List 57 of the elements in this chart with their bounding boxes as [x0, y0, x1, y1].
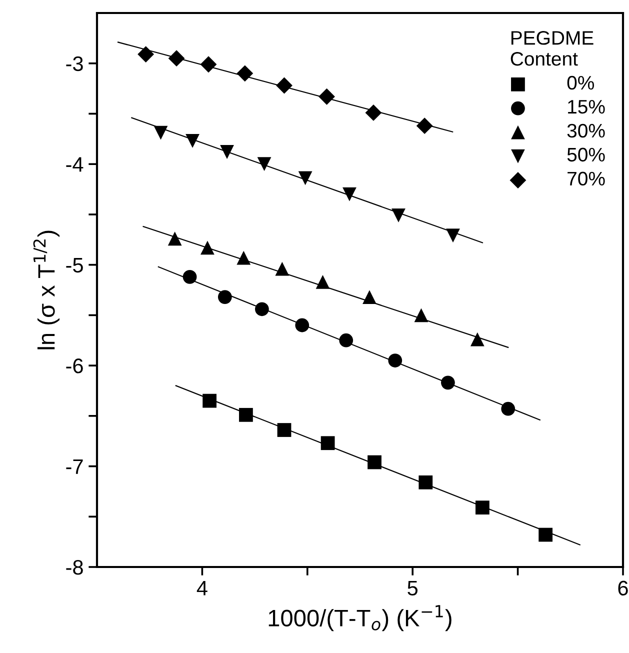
point	[418, 475, 433, 490]
point	[441, 376, 455, 390]
point	[200, 240, 214, 255]
y-tick-label: -8	[66, 560, 83, 575]
point	[342, 187, 356, 202]
y-tick-label: -4	[66, 157, 84, 172]
y-axis-title: ln (σ x T$^{1/2}$)	[33, 230, 60, 350]
point	[388, 354, 402, 368]
legend-label: 50%	[567, 148, 605, 162]
point	[236, 250, 251, 265]
x-tick-label: 4	[196, 580, 208, 596]
legend-label: 70%	[568, 172, 605, 186]
point	[295, 318, 310, 332]
point	[414, 308, 428, 322]
y-tick-label: -3	[66, 56, 83, 72]
point	[257, 157, 272, 172]
point	[392, 208, 406, 222]
point	[368, 455, 382, 470]
point	[318, 88, 335, 105]
point	[168, 232, 182, 246]
point	[416, 118, 433, 134]
point	[365, 104, 382, 121]
point	[186, 134, 200, 148]
point	[298, 171, 312, 186]
point	[446, 228, 460, 243]
legend-label: 30%	[567, 124, 605, 138]
x-axis-title: 1000/(T-T$_{o}$) (K$^{−1}$)	[268, 605, 452, 632]
y-tick-label: -7	[66, 459, 83, 474]
y-tick-label: -5	[66, 258, 83, 273]
point	[276, 77, 292, 94]
point	[275, 262, 290, 276]
point	[154, 126, 168, 140]
point	[218, 290, 232, 304]
x-tick-label: 6	[618, 580, 628, 596]
point	[320, 436, 335, 450]
point	[339, 333, 354, 348]
point	[220, 145, 234, 159]
point	[202, 394, 217, 408]
point	[255, 302, 269, 316]
y-tick-label: -6	[66, 358, 83, 374]
point	[168, 50, 185, 67]
legend-label: 0%	[567, 76, 594, 90]
legend-label: 15%	[568, 100, 605, 114]
point	[476, 500, 490, 515]
point	[277, 423, 292, 437]
point	[501, 402, 516, 416]
point	[316, 274, 330, 289]
point	[470, 332, 484, 346]
point	[138, 46, 154, 63]
legend-title: PEGDME Content	[510, 31, 594, 66]
x-tick-label: 5	[408, 580, 418, 596]
point	[538, 528, 553, 542]
point	[236, 65, 254, 82]
point	[200, 56, 217, 73]
point	[239, 408, 253, 422]
point	[362, 290, 376, 304]
point	[182, 270, 197, 284]
